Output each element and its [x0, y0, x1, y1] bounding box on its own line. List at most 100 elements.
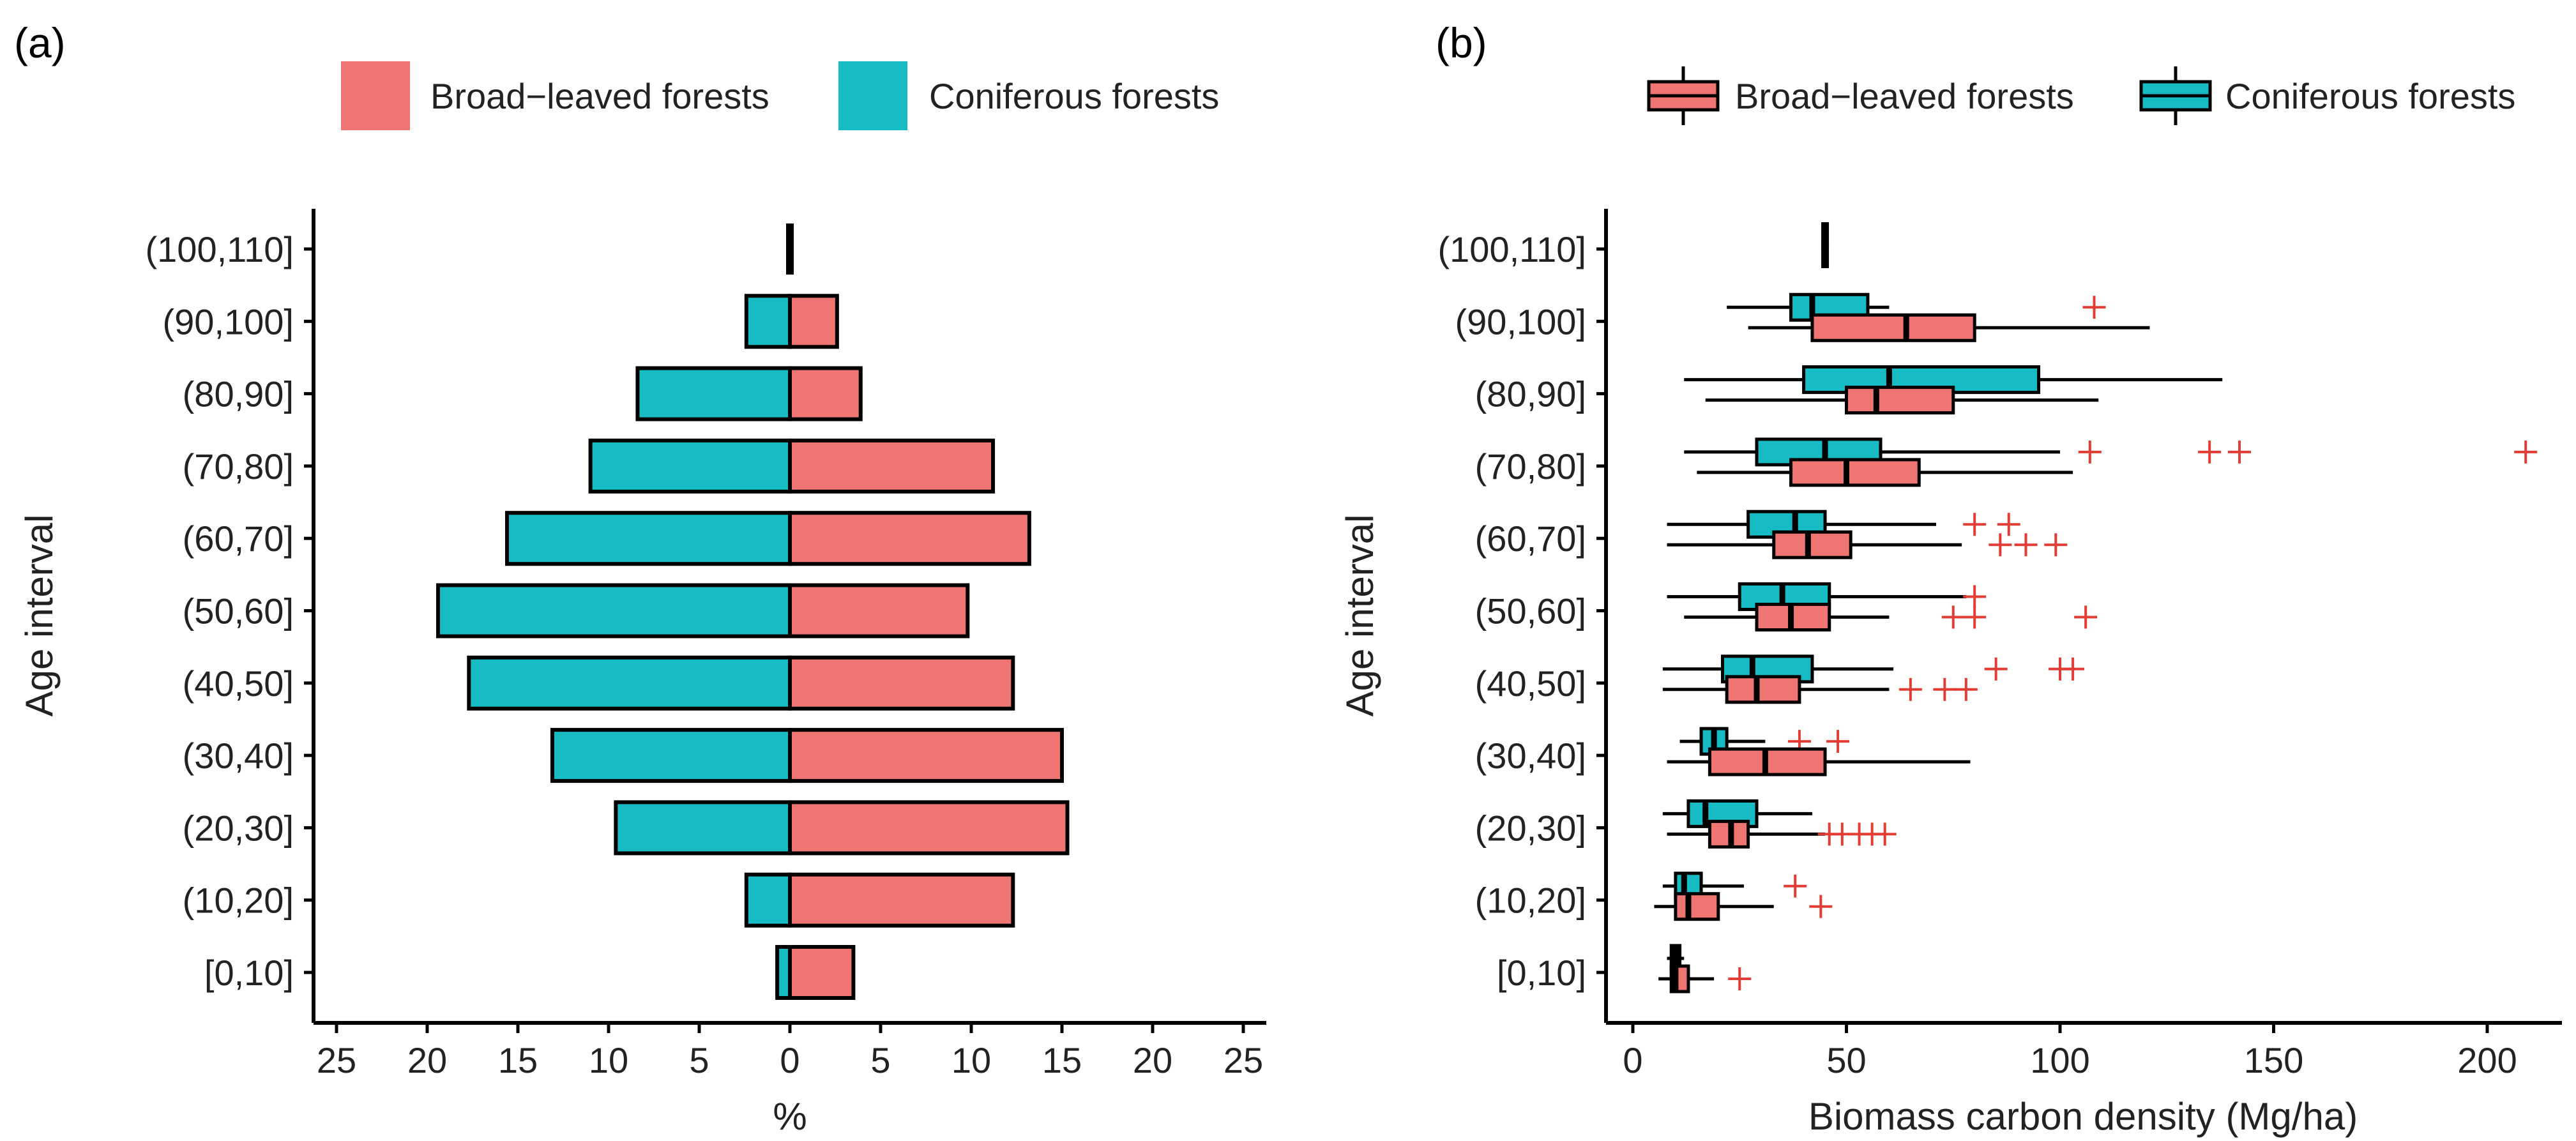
b-ytick-label-9: (90,100] — [1455, 301, 1587, 342]
a-ytick-label-5: (50,60] — [183, 591, 294, 631]
bar-broadleaved-0 — [788, 945, 856, 1000]
b-xtick-label-2: 100 — [2030, 1040, 2089, 1080]
panel-b-y-ticks: [0,10] (10,20] (20,30] (30,40] (40,50] (50,60… — [1438, 229, 1606, 993]
a-ytick-label-1: (10,20] — [183, 880, 294, 921]
a-xtick-label-1: 20 — [407, 1040, 447, 1080]
box-broadleaved-9-iqr — [1810, 313, 1976, 342]
bar-broadleaved-5 — [788, 583, 970, 639]
box-broadleaved-4-iqr — [1725, 675, 1801, 704]
a-ytick-label-6: (60,70] — [183, 518, 294, 559]
b-ytick-label-3: (30,40] — [1475, 736, 1586, 776]
bar-coniferous-3 — [550, 728, 792, 783]
box-broadleaved-6-outlier-2 — [2044, 533, 2068, 557]
panel-b-label: (b) — [1436, 19, 1487, 66]
a-xtick-label-0: 25 — [317, 1040, 356, 1080]
panel-a-label: (a) — [14, 19, 66, 66]
box-broadleaved-1-iqr — [1674, 892, 1720, 921]
a-ytick-label-10: (100,110] — [146, 229, 294, 269]
b-ytick-label-8: (80,90] — [1475, 374, 1586, 414]
box-broadleaved-5-outlier-0 — [1941, 605, 1965, 629]
b-xtick-label-1: 50 — [1826, 1040, 1866, 1080]
bar-coniferous-1 — [744, 872, 792, 928]
panel-a-y-ticks: [0,10] (10,20] (20,30] (30,40] (40,50] (50,60… — [146, 229, 314, 993]
legend-b[interactable]: Broad−leaved forests Coniferous forests — [1647, 66, 2515, 125]
a-ytick-label-4: (40,50] — [183, 663, 294, 704]
box-broadleaved-6-iqr — [1772, 530, 1852, 559]
a-ytick-label-3: (30,40] — [183, 736, 294, 776]
a-ytick-label-9: (90,100] — [163, 301, 294, 342]
bar-coniferous-5 — [436, 583, 792, 639]
box-broadleaved-6-outlier-0 — [1989, 533, 2012, 557]
panel-b: (b) Broad−leaved forests Coniferous fore… — [1338, 19, 2562, 1138]
box-coniferous-9-outlier-0 — [2082, 296, 2106, 319]
panel-a-bars — [436, 223, 1070, 1000]
b-ytick-label-5: (50,60] — [1475, 591, 1586, 631]
legend-b-conif-label: Coniferous forests — [2225, 76, 2515, 116]
box-coniferous-6-outlier-1 — [1997, 513, 2020, 536]
legend-a-broad-label: Broad−leaved forests — [430, 76, 769, 116]
b-ytick-label-1: (10,20] — [1475, 880, 1586, 921]
box-coniferous-1-outlier-0 — [1784, 874, 1807, 898]
b-xtick-label-4: 200 — [2457, 1040, 2517, 1080]
bar-broadleaved-7 — [788, 438, 996, 494]
bar-coniferous-8 — [635, 366, 792, 421]
b-ytick-label-10: (100,110] — [1438, 229, 1586, 269]
a-xtick-label-4: 5 — [689, 1040, 709, 1080]
bar-broadleaved-3 — [788, 728, 1064, 783]
a-ytick-label-2: (20,30] — [183, 808, 294, 848]
box-coniferous-7-outlier-2 — [2227, 440, 2251, 464]
b-ytick-label-7: (70,80] — [1475, 446, 1586, 487]
legend-b-broad-swatch — [1647, 66, 1720, 125]
legend-a-broad-swatch — [341, 61, 410, 130]
box-coniferous-4-outlier-0 — [1984, 657, 2008, 681]
a-xtick-label-10: 25 — [1224, 1040, 1263, 1080]
box-broadleaved-1-outlier-0 — [1809, 895, 1833, 918]
bar-broadleaved-6 — [788, 511, 1031, 566]
panel-b-x-ticks: 0 50 100 150 200 — [1623, 1023, 2517, 1080]
bar-coniferous-6 — [504, 511, 792, 566]
bar-broadleaved-8 — [788, 366, 863, 421]
panel-a-y-title: Age interval — [18, 515, 61, 717]
panel-b-boxes — [1654, 222, 2538, 994]
box-broadleaved-4-outlier-2 — [1954, 677, 1978, 701]
a-ytick-label-8: (80,90] — [183, 374, 294, 414]
box-coniferous-7-outlier-3 — [2514, 440, 2538, 464]
b-ytick-label-2: (20,30] — [1475, 808, 1586, 848]
box-broadleaved-2-outlier-4 — [1873, 822, 1897, 846]
panel-a: (a) Broad−leaved forests Coniferous fore… — [14, 19, 1266, 1138]
legend-a-conif-label: Coniferous forests — [929, 76, 1219, 116]
box-broadleaved-5-outlier-2 — [2074, 605, 2098, 629]
box-broadleaved-6-outlier-1 — [2014, 533, 2038, 557]
legend-b-broad-label: Broad−leaved forests — [1735, 76, 2074, 116]
box-coniferous-7-outlier-0 — [2078, 440, 2102, 464]
box-broadleaved-0-outlier-0 — [1728, 967, 1752, 990]
a-ytick-label-0: [0,10] — [204, 953, 294, 993]
bar-broadleaved-4 — [788, 655, 1015, 711]
a-xtick-label-3: 10 — [589, 1040, 628, 1080]
bar-coniferous-9 — [744, 294, 792, 349]
bar-coniferous-2 — [614, 800, 792, 856]
box-broadleaved-8-iqr — [1845, 386, 1955, 415]
box-broadleaved-5-outlier-1 — [1963, 605, 1987, 629]
a-xtick-label-8: 15 — [1042, 1040, 1082, 1080]
bar-coniferous-4 — [467, 655, 792, 711]
b-xtick-label-3: 150 — [2244, 1040, 2303, 1080]
b-xtick-label-0: 0 — [1623, 1040, 1642, 1080]
box-coniferous-4-outlier-2 — [2061, 657, 2085, 681]
panel-b-y-title: Age interval — [1338, 515, 1381, 717]
box-broadleaved-7-iqr — [1789, 458, 1921, 487]
panel-a-x-ticks: 25 20 15 10 5 0 5 10 15 20 25 — [317, 1023, 1263, 1080]
panel-a-x-title: % — [773, 1095, 807, 1138]
bar-coniferous-7 — [588, 438, 792, 494]
legend-a[interactable]: Broad−leaved forests Coniferous forests — [341, 61, 1219, 130]
box-broadleaved-4-outlier-1 — [1933, 677, 1957, 701]
box-coniferous-3-outlier-1 — [1826, 730, 1850, 753]
a-xtick-label-9: 20 — [1133, 1040, 1172, 1080]
box-coniferous-5-outlier-0 — [1963, 585, 1987, 608]
b-ytick-label-4: (40,50] — [1475, 663, 1586, 704]
b-ytick-label-6: (60,70] — [1475, 518, 1586, 559]
a-xtick-label-7: 10 — [951, 1040, 991, 1080]
legend-b-conif-swatch — [2139, 66, 2212, 125]
panel-b-x-title: Biomass carbon density (Mg/ha) — [1808, 1095, 2358, 1138]
